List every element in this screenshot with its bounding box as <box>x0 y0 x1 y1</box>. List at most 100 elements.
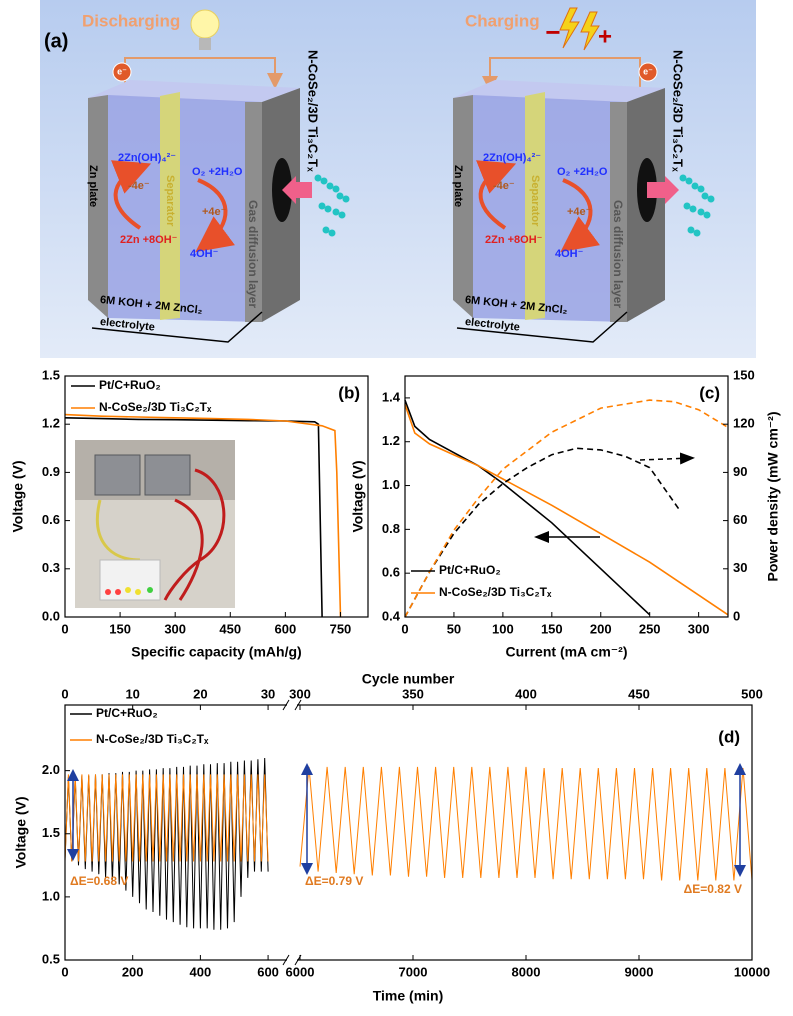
x-tick-label: 400 <box>190 964 212 979</box>
x-tick-label: 450 <box>219 621 241 636</box>
series-line <box>64 774 269 862</box>
y-tick-label: 0.9 <box>42 464 60 479</box>
y-tick-label: 0.5 <box>42 951 60 966</box>
terminal-minus: − <box>545 17 560 47</box>
bulb-base <box>199 38 211 50</box>
series-line <box>404 404 729 616</box>
bracket <box>456 311 628 343</box>
gdl-label: Gas diffusion layer <box>246 200 260 308</box>
x-tick-label: 200 <box>122 964 144 979</box>
axis-break-gap <box>287 956 297 964</box>
reaction-text: 2Zn(OH)₄²⁻ <box>118 152 176 164</box>
separator-band <box>160 92 180 320</box>
x-tick-label: 300 <box>164 621 186 636</box>
x-tick-label: 0 <box>61 964 68 979</box>
axis-break <box>282 954 290 966</box>
cathode-label: N-CoSe₂/3D Ti₃C₂Tₓ <box>671 50 686 172</box>
reaction-text: -4e⁻ <box>493 180 515 192</box>
reaction-text: 4OH⁻ <box>555 248 584 260</box>
legend-label: Pt/C+RuO₂ <box>96 706 158 720</box>
y2-tick-label: 120 <box>733 416 755 431</box>
legend-label: N-CoSe₂/3D Ti₃C₂Tₓ <box>99 400 212 414</box>
reaction-text: O₂ +2H₂O <box>192 166 243 178</box>
y-tick-label: 1.4 <box>382 389 401 404</box>
axis-break <box>282 699 290 711</box>
x-tick-label: 200 <box>590 621 612 636</box>
o2-atom <box>322 226 330 234</box>
x-tick-label: 8000 <box>512 964 541 979</box>
o2-atom <box>332 208 340 216</box>
x-tick-label: 600 <box>275 621 297 636</box>
y-axis-label: Voltage (V) <box>350 460 366 532</box>
delta-e-label: ΔE=0.68 V <box>70 874 128 888</box>
series-line <box>404 399 651 616</box>
bracket <box>91 311 263 343</box>
axis-break-gap <box>287 701 297 709</box>
plot-frame <box>64 375 369 618</box>
panel-label: (c) <box>699 383 720 402</box>
x-tick-label: 50 <box>447 621 461 636</box>
o2-atom <box>326 182 334 190</box>
o2-atom <box>691 182 699 190</box>
o2-atom <box>332 185 340 193</box>
reaction-arrow <box>560 178 600 253</box>
zn-plate <box>453 95 473 318</box>
plot-frame <box>64 704 753 961</box>
zn-plate <box>88 95 108 318</box>
top-axis-label: Cycle number <box>362 671 455 687</box>
y2-tick-label: 150 <box>733 367 755 382</box>
x-tick-label: 9000 <box>625 964 654 979</box>
panel-c-annotations <box>534 452 695 543</box>
o2-atom <box>324 205 332 213</box>
anode-label: Zn plate <box>87 165 99 207</box>
y-tick-label: 1.5 <box>42 367 60 382</box>
x-axis-label: Specific capacity (mAh/g) <box>131 644 301 660</box>
x-tick-label: 100 <box>492 621 514 636</box>
reaction-text: 2Zn +8OH⁻ <box>120 234 178 246</box>
axis-break <box>294 699 302 711</box>
y-tick-label: 1.2 <box>382 433 400 448</box>
o2-atom <box>689 205 697 213</box>
o2-atom <box>685 177 693 185</box>
x-tick-label: 750 <box>330 621 352 636</box>
legend-label: Pt/C+RuO₂ <box>439 563 501 577</box>
x-axis-label: Time (min) <box>373 988 444 1004</box>
y-tick-label: 0.6 <box>382 565 400 580</box>
top-tick-label: 500 <box>741 686 763 701</box>
y-tick-label: 0.6 <box>42 512 60 527</box>
o2-atom <box>328 229 336 237</box>
top-tick-label: 10 <box>125 686 139 701</box>
cell-schematic: Discharging e⁻ N-CoSe₂/3D Ti₃C₂Tₓ Zn plate S… <box>82 9 350 343</box>
gdl-label: Gas diffusion layer <box>611 200 625 308</box>
anode-label: Zn plate <box>452 165 464 207</box>
reaction-text: O₂ +2H₂O <box>557 166 608 178</box>
reaction-arrow <box>195 178 235 253</box>
inset-photo <box>75 440 235 608</box>
electron-label: e⁻ <box>117 66 127 76</box>
y2-tick-label: 60 <box>733 512 747 527</box>
gas-arrow <box>647 176 679 204</box>
x-tick-label: 6000 <box>286 964 315 979</box>
separator-label: Separator <box>529 175 541 227</box>
series-line <box>404 399 729 618</box>
x-tick-label: 0 <box>401 621 408 636</box>
reaction-arrow <box>476 160 517 230</box>
x-tick-label: 10000 <box>734 964 770 979</box>
separator-label: Separator <box>164 175 176 227</box>
x-tick-label: 150 <box>109 621 131 636</box>
cathode-label: N-CoSe₂/3D Ti₃C₂Tₓ <box>306 50 321 172</box>
y-axis-label: Voltage (V) <box>10 460 26 532</box>
electron <box>638 62 658 82</box>
series-line <box>64 417 323 618</box>
lightning <box>580 11 600 51</box>
top-tick-label: 0 <box>61 686 68 701</box>
electrolyte-label: electrolyte <box>99 316 155 334</box>
delta-e-label: ΔE=0.79 V <box>305 874 363 888</box>
lightning <box>559 7 580 49</box>
plot-frame <box>404 375 729 618</box>
electron-label: e⁻ <box>643 66 653 76</box>
o2-atom <box>320 177 328 185</box>
y-tick-label: 1.0 <box>42 888 60 903</box>
series-line <box>404 447 680 618</box>
legend-label: N-CoSe₂/3D Ti₃C₂Tₓ <box>96 732 209 746</box>
